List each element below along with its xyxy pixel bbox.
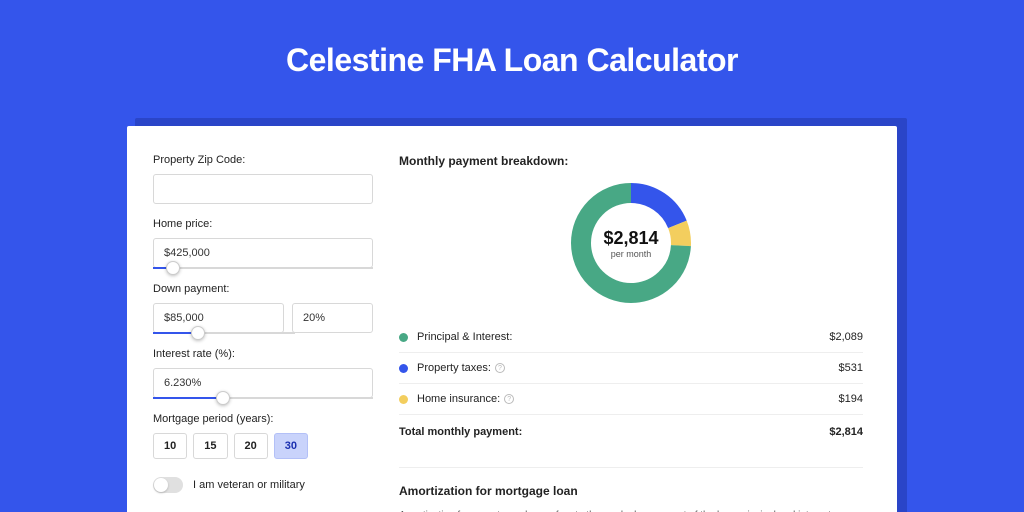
donut-amount: $2,814	[603, 228, 658, 249]
slider-thumb[interactable]	[191, 326, 205, 340]
interest-rate-input[interactable]	[153, 368, 373, 398]
legend-dot	[399, 364, 408, 373]
down-payment-percent-input[interactable]	[292, 303, 373, 333]
legend-label: Principal & Interest:	[417, 331, 829, 343]
legend-dot	[399, 395, 408, 404]
legend-row: Property taxes: ?$531	[399, 353, 863, 384]
legend: Principal & Interest:$2,089Property taxe…	[399, 322, 863, 447]
donut-chart-wrap: $2,814 per month	[399, 182, 863, 304]
breakdown-panel: Monthly payment breakdown: $2,814 per mo…	[399, 126, 897, 512]
total-label: Total monthly payment:	[399, 426, 829, 438]
amortization-title: Amortization for mortgage loan	[399, 484, 863, 498]
legend-label: Property taxes: ?	[417, 362, 839, 374]
legend-total-row: Total monthly payment:$2,814	[399, 415, 863, 447]
mortgage-period-group: Mortgage period (years): 1015 2030	[153, 413, 373, 459]
legend-value: $194	[839, 393, 863, 405]
breakdown-title: Monthly payment breakdown:	[399, 154, 863, 168]
page-title: Celestine FHA Loan Calculator	[0, 0, 1024, 103]
donut-chart: $2,814 per month	[570, 182, 692, 304]
legend-value: $531	[839, 362, 863, 374]
period-button-10[interactable]: 10	[153, 433, 187, 459]
slider-thumb[interactable]	[166, 261, 180, 275]
period-button-15[interactable]: 15	[193, 433, 227, 459]
home-price-slider[interactable]	[153, 267, 373, 269]
zip-input[interactable]	[153, 174, 373, 204]
form-panel: Property Zip Code: Home price: Down paym…	[127, 126, 399, 512]
veteran-toggle[interactable]	[153, 477, 183, 493]
legend-label: Home insurance: ?	[417, 393, 839, 405]
info-icon[interactable]: ?	[495, 363, 505, 373]
home-price-group: Home price:	[153, 218, 373, 269]
down-payment-slider[interactable]	[153, 332, 295, 334]
donut-center: $2,814 per month	[570, 182, 692, 304]
zip-label: Property Zip Code:	[153, 154, 373, 166]
legend-value: $2,089	[829, 331, 863, 343]
interest-rate-slider[interactable]	[153, 397, 373, 399]
veteran-toggle-row: I am veteran or military	[153, 477, 373, 493]
interest-rate-label: Interest rate (%):	[153, 348, 373, 360]
down-payment-amount-input[interactable]	[153, 303, 284, 333]
zip-group: Property Zip Code:	[153, 154, 373, 204]
period-button-20[interactable]: 20	[234, 433, 268, 459]
donut-sub: per month	[611, 249, 652, 259]
legend-row: Home insurance: ?$194	[399, 384, 863, 415]
veteran-label: I am veteran or military	[193, 479, 305, 491]
toggle-knob	[154, 478, 168, 492]
slider-thumb[interactable]	[216, 391, 230, 405]
period-button-30[interactable]: 30	[274, 433, 308, 459]
amortization-section: Amortization for mortgage loan Amortizat…	[399, 467, 863, 512]
home-price-input[interactable]	[153, 238, 373, 268]
calculator-card: Property Zip Code: Home price: Down paym…	[127, 126, 897, 512]
legend-dot	[399, 333, 408, 342]
down-payment-group: Down payment:	[153, 283, 373, 334]
down-payment-label: Down payment:	[153, 283, 373, 295]
total-value: $2,814	[829, 426, 863, 438]
legend-row: Principal & Interest:$2,089	[399, 322, 863, 353]
amortization-text: Amortization for a mortgage loan refers …	[399, 508, 863, 512]
interest-rate-group: Interest rate (%):	[153, 348, 373, 399]
mortgage-period-label: Mortgage period (years):	[153, 413, 373, 425]
info-icon[interactable]: ?	[504, 394, 514, 404]
home-price-label: Home price:	[153, 218, 373, 230]
